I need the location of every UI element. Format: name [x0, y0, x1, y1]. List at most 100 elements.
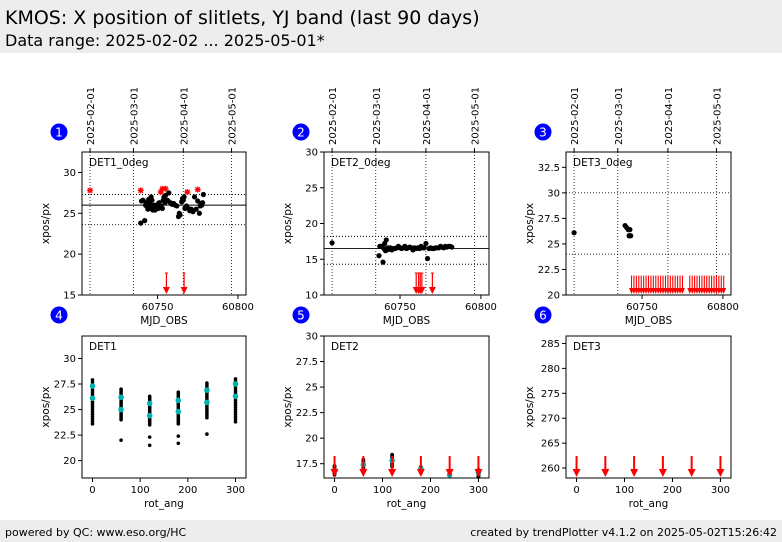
data-point — [177, 212, 183, 218]
plot-panel-4: 0 100 200 300 20 22.5 25 27.5 30 DET1 rot_ang xpos/… — [40, 306, 247, 510]
plot-panel-6: 0 100 200 300 260 265 270 275 280 285 DET3 rot_ang x… — [524, 306, 732, 510]
panel-number: 3 — [539, 126, 547, 140]
y-tick-label: 15 — [305, 255, 318, 266]
arrow-head — [388, 469, 397, 477]
y-axis-label: xpos/px — [40, 386, 52, 427]
y-tick-label: 15 — [63, 291, 76, 302]
y-tick-label: 25 — [63, 405, 76, 416]
outlier-point — [87, 187, 94, 194]
y-tick-label: 30 — [63, 354, 76, 365]
date-tick-label: 2025-02-01 — [328, 87, 339, 145]
date-tick-label: 2025-02-01 — [570, 87, 581, 145]
axes-frame — [323, 151, 490, 296]
date-tick-label: 2025-03-01 — [372, 87, 383, 145]
x-tick-label: 60800 — [465, 302, 497, 313]
axes-frame — [565, 335, 732, 479]
outlier-point — [184, 189, 191, 196]
x-tick-label: 200 — [178, 485, 197, 496]
y-tick-label: 27.5 — [54, 380, 76, 391]
panel-number: 5 — [297, 309, 305, 323]
x-tick-label: 0 — [331, 485, 337, 496]
data-point — [176, 441, 181, 446]
panel-number-badge — [50, 306, 68, 324]
mean-marker — [204, 399, 210, 406]
mean-marker — [175, 408, 182, 415]
data-point — [147, 435, 152, 439]
data-point — [200, 191, 206, 198]
y-tick-label: 22.5 — [538, 265, 560, 276]
y-tick-label: 30 — [305, 332, 318, 343]
page-title: KMOS: X position of slitlets, YJ band (l… — [5, 7, 480, 29]
data-point — [390, 452, 394, 457]
x-tick-label: 60750 — [626, 302, 658, 313]
date-tick-label: 2025-02-01 — [86, 87, 97, 145]
arrow-head — [416, 469, 425, 477]
data-point — [449, 244, 455, 250]
panel-number-badge — [50, 123, 68, 141]
outlier-point — [157, 189, 164, 196]
arrow-head — [418, 287, 426, 294]
outlier-point — [162, 185, 169, 192]
y-tick-label: 20 — [63, 456, 76, 467]
page-subtitle: Data range: 2025-02-02 ... 2025-05-01* — [5, 31, 325, 50]
panel-label: DET1 — [89, 341, 117, 353]
data-point — [423, 240, 429, 247]
mean-marker — [118, 406, 124, 413]
plot-panel-2: 2025-02-01 2025-03-01 2025-04-01 2025-05-01… — [282, 87, 497, 327]
x-tick-label: 300 — [226, 485, 245, 496]
date-tick-label: 2025-05-01 — [470, 87, 481, 145]
y-tick-label: 265 — [541, 439, 560, 450]
x-axis-label: rot_ang — [629, 498, 669, 510]
x-axis-label: rot_ang — [387, 498, 427, 510]
y-tick-label: 30 — [547, 188, 560, 199]
mean-marker — [146, 412, 153, 419]
data-point — [181, 194, 187, 200]
data-point — [421, 245, 427, 251]
x-tick-label: 0 — [573, 485, 579, 496]
arrow-head — [330, 469, 339, 477]
x-tick-label: 100 — [131, 485, 150, 496]
y-tick-label: 285 — [541, 339, 560, 350]
plot-panel-1: 2025-02-01 2025-03-01 2025-04-01 2025-05-01… — [40, 87, 254, 327]
arrow-head — [630, 469, 639, 477]
arrow-head — [721, 288, 727, 294]
y-tick-label: 270 — [541, 414, 560, 425]
mean-marker — [175, 397, 182, 404]
x-axis-label: rot_ang — [144, 498, 184, 510]
x-tick-label: 60750 — [142, 302, 174, 313]
data-point — [159, 205, 165, 211]
date-tick-label: 2025-04-01 — [664, 87, 675, 145]
data-point — [195, 198, 201, 204]
arrow-head — [687, 469, 696, 477]
y-axis-label: xpos/px — [524, 203, 536, 244]
x-axis-label: MJD_OBS — [383, 315, 431, 327]
x-tick-label: 300 — [711, 485, 730, 496]
arrow-head — [359, 469, 368, 477]
data-point — [205, 381, 209, 385]
arrow-head — [180, 287, 188, 294]
panel-label: DET3 — [573, 341, 601, 353]
outlier-point — [137, 187, 144, 194]
data-point — [149, 197, 155, 203]
data-point — [329, 240, 335, 246]
mean-marker — [89, 395, 96, 402]
data-point — [191, 194, 198, 200]
date-tick-label: 2025-04-01 — [422, 87, 433, 145]
mean-marker — [204, 387, 210, 393]
data-point — [142, 218, 148, 224]
y-tick-label: 25 — [305, 383, 318, 394]
axes-frame — [323, 335, 490, 479]
y-tick-label: 10 — [305, 291, 318, 302]
x-tick-label: 0 — [89, 485, 95, 496]
panel-number: 4 — [55, 309, 63, 323]
data-point — [176, 434, 181, 438]
data-point — [176, 390, 181, 394]
header-bar: KMOS: X position of slitlets, YJ band (l… — [0, 0, 782, 53]
data-point — [147, 443, 152, 448]
date-tick-label: 2025-04-01 — [179, 87, 190, 145]
x-tick-label: 200 — [663, 485, 682, 496]
data-point — [627, 227, 633, 233]
mean-marker — [89, 383, 96, 389]
x-tick-label: 100 — [373, 485, 392, 496]
